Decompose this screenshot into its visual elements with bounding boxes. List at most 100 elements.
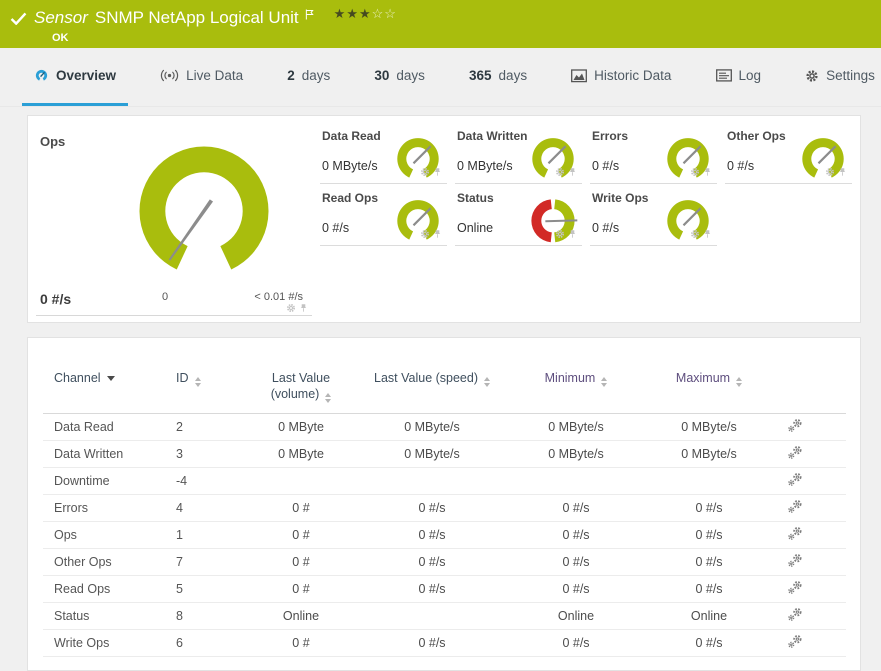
- cell-minimum: 0 MByte/s: [507, 440, 645, 469]
- tab-prefix: 30: [374, 68, 390, 83]
- cell-minimum: [507, 467, 645, 496]
- cell-last-speed: 0 #/s: [357, 521, 507, 550]
- cell-minimum: 0 #/s: [507, 521, 645, 550]
- channel-settings-icon[interactable]: [787, 472, 804, 487]
- gear-icon[interactable]: [420, 164, 430, 182]
- gear-icon[interactable]: [690, 164, 700, 182]
- divider: [455, 245, 582, 246]
- column-header-last-speed[interactable]: Last Value (speed): [357, 364, 507, 415]
- cell-channel: Data Read: [43, 413, 165, 442]
- divider: [320, 183, 447, 184]
- gauge-label: Status: [457, 191, 494, 205]
- gauge-cell-read-ops: Read Ops 0 #/s: [320, 184, 447, 246]
- channel-settings-icon[interactable]: [787, 445, 804, 460]
- gear-icon[interactable]: [286, 300, 296, 318]
- column-header-id[interactable]: ID: [165, 364, 245, 415]
- cell-maximum: 0 MByte/s: [645, 413, 773, 442]
- cell-minimum: 0 #/s: [507, 548, 645, 577]
- log-icon: [715, 69, 732, 82]
- gear-icon[interactable]: [825, 164, 835, 182]
- pin-icon[interactable]: [299, 300, 308, 318]
- cell-last-speed: [357, 602, 507, 631]
- tab-overview[interactable]: Overview: [22, 48, 129, 106]
- gauge-icon: [34, 68, 49, 83]
- gear-icon[interactable]: [420, 226, 430, 244]
- flag-icon[interactable]: [305, 6, 314, 23]
- gear-icon[interactable]: [555, 226, 565, 244]
- cell-maximum: [645, 467, 773, 496]
- gauge-action-icons: [420, 226, 442, 244]
- pin-icon[interactable]: [568, 164, 577, 182]
- column-header-minimum[interactable]: Minimum: [507, 364, 645, 415]
- channel-settings-icon[interactable]: [787, 526, 804, 541]
- gear-icon[interactable]: [555, 164, 565, 182]
- gauge-label: Data Written: [457, 129, 528, 143]
- tab-prefix: 2: [287, 68, 295, 83]
- gauge-label: Other Ops: [727, 129, 786, 143]
- channel-settings-icon[interactable]: [787, 607, 804, 622]
- column-header-last-volume[interactable]: Last Value (volume): [245, 364, 357, 415]
- sensor-header: Sensor SNMP NetApp Logical Unit ★★★☆☆ OK: [0, 0, 881, 48]
- tab-2-days[interactable]: 2 days: [275, 48, 342, 106]
- tab-label: Log: [738, 68, 762, 83]
- tab-log[interactable]: Log: [704, 48, 774, 106]
- gauge-cell-data-read: Data Read 0 MByte/s: [320, 122, 447, 184]
- pin-icon[interactable]: [703, 226, 712, 244]
- priority-stars[interactable]: ★★★☆☆: [334, 7, 397, 20]
- tab-label: Overview: [56, 68, 117, 83]
- cell-last-volume: 0 MByte: [245, 440, 357, 469]
- gauge-graphic: [526, 130, 580, 184]
- divider: [36, 315, 312, 316]
- table-row: Write Ops 6 0 #0 #/s 0 #/s 0 #/s: [43, 629, 846, 658]
- tab-historic-data[interactable]: Historic Data: [559, 48, 683, 106]
- gauge-action-icons: [286, 300, 308, 318]
- column-header-maximum[interactable]: Maximum: [645, 364, 773, 415]
- gauge-value: 0 #/s: [592, 159, 620, 173]
- cell-maximum: 0 #/s: [645, 629, 773, 658]
- gauge-action-icons: [825, 164, 847, 182]
- gauge-graphic: [661, 130, 715, 184]
- table-row: Status 8 Online Online Online: [43, 602, 846, 631]
- pin-icon[interactable]: [433, 226, 442, 244]
- cell-minimum: Online: [507, 602, 645, 631]
- gauge-value: 0 #/s: [322, 221, 350, 235]
- cell-channel: Downtime: [43, 467, 165, 496]
- gauge-graphic: [796, 130, 850, 184]
- tab-365-days[interactable]: 365 days: [457, 48, 539, 106]
- channel-settings-icon[interactable]: [787, 634, 804, 649]
- channel-settings-icon[interactable]: [787, 553, 804, 568]
- gauge-label: Write Ops: [592, 191, 649, 205]
- tab-live-data[interactable]: Live Data: [148, 48, 255, 106]
- cell-last-volume: 0 #: [245, 629, 357, 658]
- channel-table-body: Data Read 2 0 MByte 0 MByte/s 0 MByte/s 0 MBy…: [43, 413, 846, 658]
- cell-maximum: 0 #/s: [645, 494, 773, 523]
- divider: [590, 245, 717, 246]
- tab-settings[interactable]: Settings: [793, 48, 881, 106]
- channel-settings-icon[interactable]: [787, 580, 804, 595]
- tab-label: days: [396, 68, 425, 83]
- cell-minimum: 0 #/s: [507, 575, 645, 604]
- cell-minimum: 0 #/s: [507, 629, 645, 658]
- pin-icon[interactable]: [433, 164, 442, 182]
- channel-settings-icon[interactable]: [787, 418, 804, 433]
- gauge-cell-status: Status Online: [455, 184, 582, 246]
- pin-icon[interactable]: [568, 226, 577, 244]
- channel-settings-icon[interactable]: [787, 499, 804, 514]
- pin-icon[interactable]: [838, 164, 847, 182]
- tab-30-days[interactable]: 30 days: [362, 48, 437, 106]
- cell-id: -4: [165, 467, 245, 496]
- cell-last-volume: 0 #: [245, 494, 357, 523]
- table-row: Downtime -4: [43, 467, 846, 496]
- sort-both-icon: [484, 377, 490, 387]
- column-header-actions: [773, 364, 846, 415]
- column-header-channel[interactable]: Channel: [43, 364, 165, 415]
- cell-last-speed: 0 MByte/s: [357, 440, 507, 469]
- cell-last-volume: 0 #: [245, 575, 357, 604]
- cell-channel: Other Ops: [43, 548, 165, 577]
- gear-icon[interactable]: [690, 226, 700, 244]
- stars-empty: ☆☆: [371, 6, 397, 21]
- ops-gauge-graphic: [139, 146, 269, 270]
- pin-icon[interactable]: [703, 164, 712, 182]
- gauge-label: Errors: [592, 129, 629, 143]
- gauge-label: Data Read: [322, 129, 381, 143]
